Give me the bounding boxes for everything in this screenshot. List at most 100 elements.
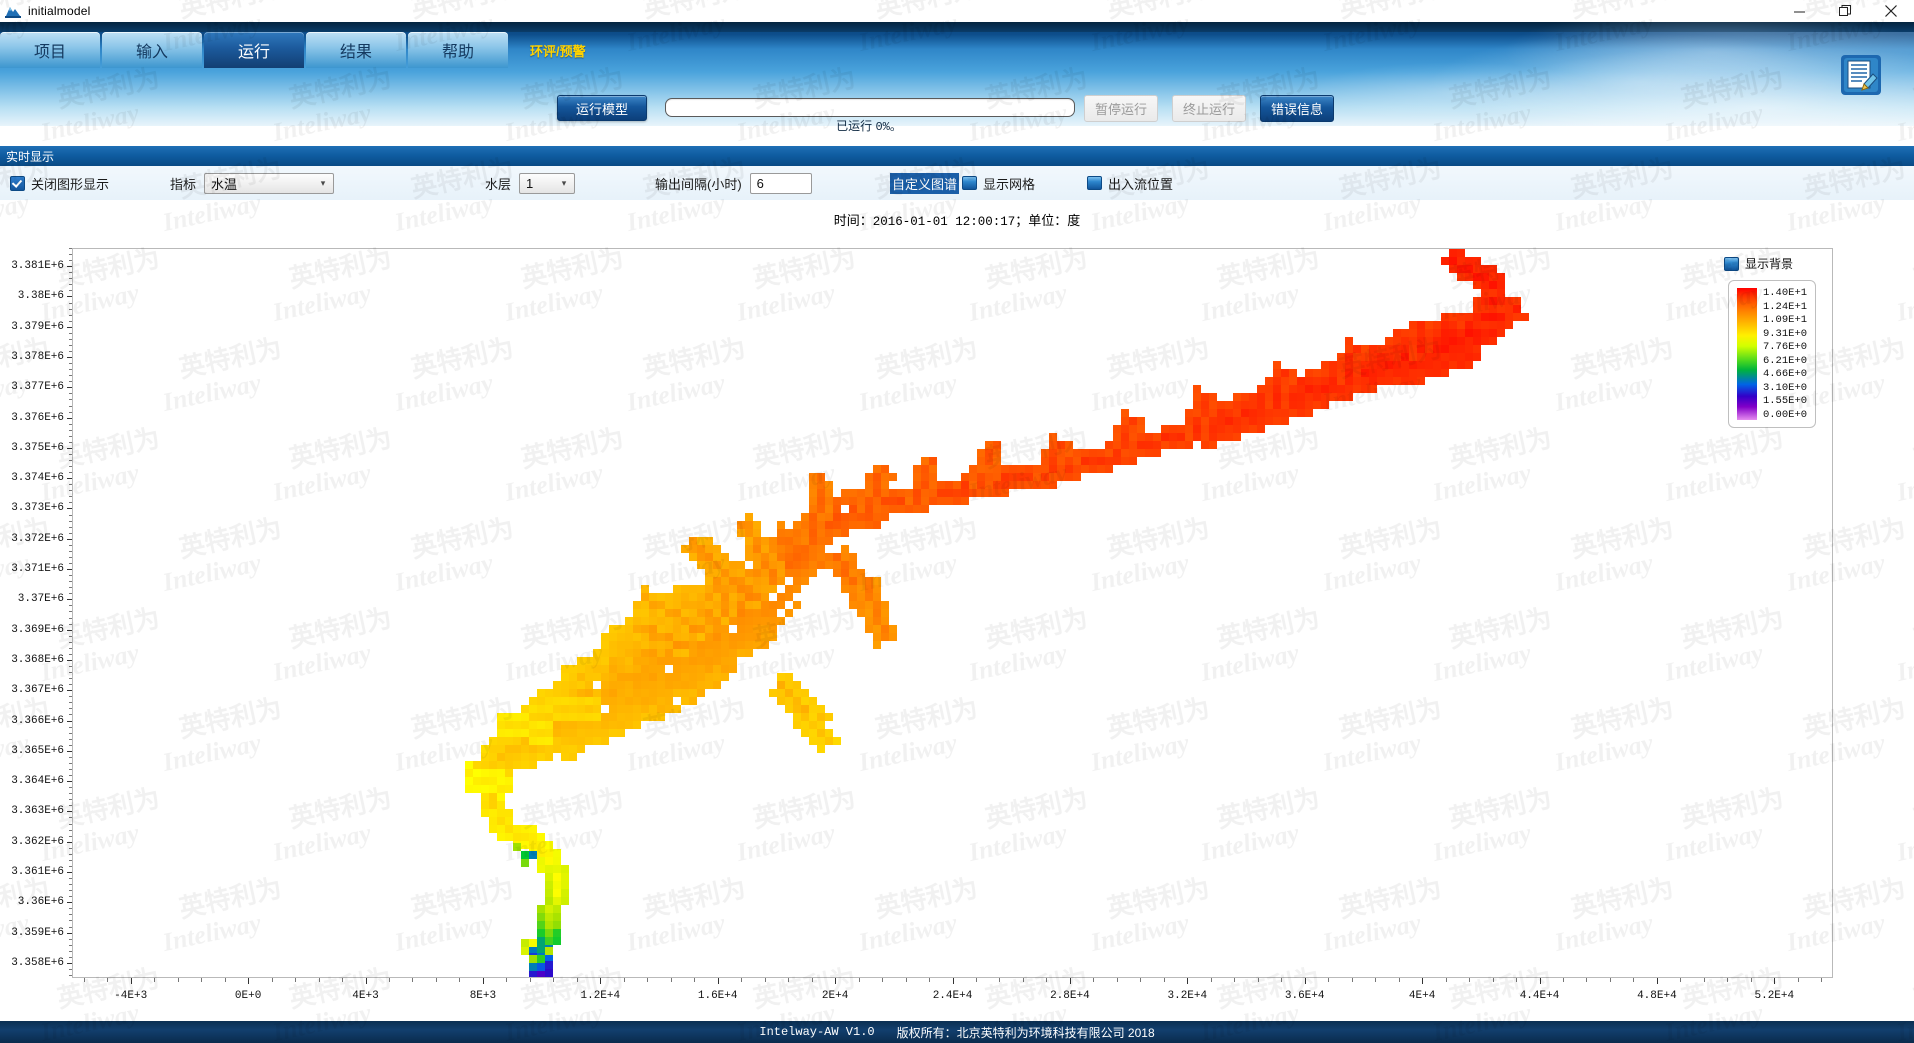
tab-help[interactable]: 帮助 [408, 32, 508, 68]
tab-results[interactable]: 结果 [306, 32, 406, 68]
heatmap-cell [1241, 417, 1249, 425]
y-axis-minor-tick [69, 762, 72, 764]
heatmap-cell [1273, 409, 1281, 417]
x-axis-minor-tick [412, 978, 414, 982]
heatmap-cell [713, 561, 721, 569]
heatmap-cell [537, 849, 545, 857]
tab-project[interactable]: 项目 [0, 32, 100, 68]
heatmap-cell [777, 673, 785, 681]
close-button[interactable] [1868, 0, 1914, 22]
heatmap-cell [913, 481, 921, 489]
heatmap-cell [649, 601, 657, 609]
y-axis-minor-tick [69, 593, 72, 595]
y-axis-tick-label: 3.381E+6 [11, 260, 64, 273]
heatmap-cell [1457, 265, 1465, 273]
y-axis-tick-mark [67, 447, 72, 449]
heatmap-cell [1217, 433, 1225, 441]
heatmap-cell [1401, 345, 1409, 353]
heatmap-cell [649, 617, 657, 625]
heatmap-cell [673, 585, 681, 593]
heatmap-cell [1481, 297, 1489, 305]
y-axis-tick-label: 3.368E+6 [11, 653, 64, 666]
interval-input[interactable]: 6 [749, 172, 812, 194]
show-background-option[interactable]: 显示背景 [1724, 255, 1793, 272]
heatmap-cell [521, 753, 529, 761]
heatmap-cell [553, 745, 561, 753]
layer-select[interactable]: 1 ▾ [519, 172, 576, 194]
heatmap-cell [865, 625, 873, 633]
heatmap-cell [561, 889, 569, 897]
inflow-outflow-checkbox[interactable] [1087, 176, 1102, 190]
indicator-select[interactable]: 水温 ▾ [204, 172, 335, 194]
minimize-button[interactable] [1776, 0, 1822, 22]
inflow-outflow-option[interactable]: 出入流位置 [1087, 174, 1173, 193]
heatmap-cell [513, 729, 521, 737]
heatmap-cell [609, 705, 617, 713]
heatmap-cell [761, 545, 769, 553]
heatmap-cell [577, 745, 585, 753]
heatmap-cell [633, 721, 641, 729]
heatmap-cell [721, 657, 729, 665]
heatmap-cell [961, 473, 969, 481]
heatmap-cell [729, 617, 737, 625]
pause-run-button[interactable]: 暂停运行 [1084, 95, 1158, 122]
run-model-button[interactable]: 运行模型 [557, 95, 647, 121]
heatmap-cell [825, 529, 833, 537]
y-axis-minor-tick [69, 835, 72, 837]
custom-palette-link[interactable]: 自定义图谱 [890, 172, 960, 194]
tab-eia-warning[interactable]: 环评/预警 [530, 43, 586, 59]
maximize-button[interactable] [1822, 0, 1868, 22]
window-controls [1776, 0, 1914, 22]
heatmap-cell [793, 585, 801, 593]
heatmap-cell [817, 713, 825, 721]
heatmap-cell [537, 945, 545, 953]
heatmap-cell [625, 713, 633, 721]
heatmap-cell [721, 617, 729, 625]
heatmap-cell [1249, 409, 1257, 417]
heatmap-cell [801, 529, 809, 537]
heatmap-cell [1441, 329, 1449, 337]
close-graphics-option[interactable]: 关闭图形显示 [10, 174, 109, 193]
heatmap-cell [865, 593, 873, 601]
document-edit-icon[interactable] [1840, 54, 1882, 96]
close-graphics-checkbox[interactable] [10, 175, 25, 191]
show-grid-option[interactable]: 显示网格 [962, 174, 1035, 193]
heatmap-cell [833, 553, 841, 561]
tab-input[interactable]: 输入 [102, 32, 202, 68]
heatmap-cell [1441, 353, 1449, 361]
heatmap-cell [737, 617, 745, 625]
banner-top-strip [0, 22, 1914, 32]
heatmap-cell [1409, 329, 1417, 337]
heatmap-cell [537, 753, 545, 761]
heatmap-cell [1313, 385, 1321, 393]
heatmap-cell [1385, 337, 1393, 345]
heatmap-cell [865, 577, 873, 585]
heatmap-cell [521, 833, 529, 841]
map-plot-area[interactable]: 显示背景 1.40E+1 1.24E+1 1.09E+1 9.31E+0 7.76E+0… [72, 248, 1833, 978]
heatmap-cell [785, 673, 793, 681]
heatmap-cell [817, 729, 825, 737]
heatmap-cell [1257, 425, 1265, 433]
error-info-button[interactable]: 错误信息 [1260, 95, 1334, 122]
heatmap-cell [753, 633, 761, 641]
show-background-checkbox[interactable] [1724, 256, 1739, 271]
heatmap-cell [537, 937, 545, 945]
heatmap-cell [769, 553, 777, 561]
heatmap-cell [753, 521, 761, 529]
stop-run-button[interactable]: 终止运行 [1172, 95, 1246, 122]
show-grid-checkbox[interactable] [962, 176, 977, 190]
x-axis-minor-tick [1492, 978, 1494, 982]
heatmap-cell [1169, 425, 1177, 433]
heatmap-cell [465, 769, 473, 777]
heatmap-cell [1129, 417, 1137, 425]
heatmap-cell [577, 737, 585, 745]
heatmap-cell [617, 657, 625, 665]
heatmap-cell [785, 545, 793, 553]
colorbar: 1.40E+1 1.24E+1 1.09E+1 9.31E+0 7.76E+0 6.21E… [1727, 280, 1817, 428]
heatmap-cell [633, 633, 641, 641]
tab-run[interactable]: 运行 [204, 32, 304, 68]
heatmap-cell [1233, 409, 1241, 417]
heatmap-cell [553, 737, 561, 745]
heatmap-cell [1129, 425, 1137, 433]
y-axis-minor-tick [69, 405, 72, 407]
